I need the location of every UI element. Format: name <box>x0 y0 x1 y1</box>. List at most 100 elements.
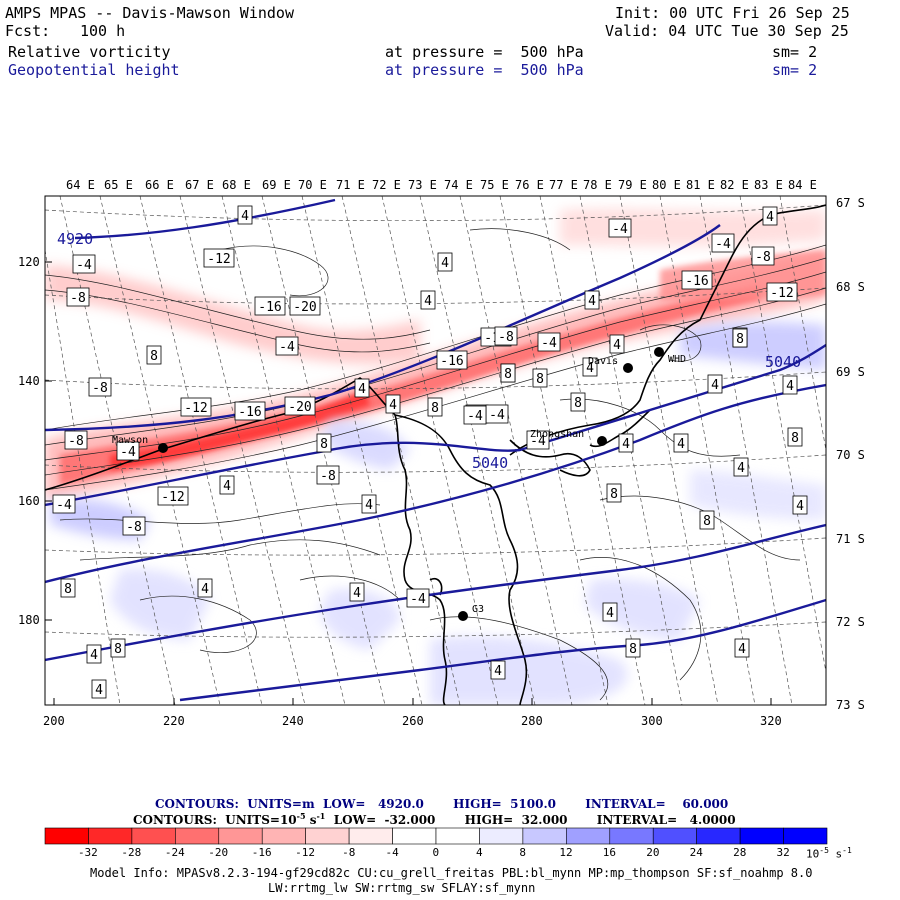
colorbar-unit-exp: -5 <box>819 846 829 855</box>
vorticity-label: 4 <box>389 398 397 413</box>
colorbar-unit-base: 10 <box>806 847 820 861</box>
vorticity-label: 4 <box>424 294 432 309</box>
vorticity-label-box <box>494 326 518 346</box>
lon-label: 68 E <box>222 178 251 192</box>
lat-label: 73 S <box>836 698 865 712</box>
vorticity-label-box <box>782 375 798 395</box>
lat-label: 67 S <box>836 196 865 210</box>
vorticity-label-box <box>361 494 377 514</box>
vorticity-label: -16 <box>685 274 708 289</box>
x-axis-label: 300 <box>641 714 663 728</box>
vorticity-label-box <box>608 218 632 238</box>
lon-label: 72 E <box>372 178 401 192</box>
vorticity-label: -16 <box>440 354 463 369</box>
x-axis-label: 320 <box>760 714 782 728</box>
height-contour-info: CONTOURS: UNITS=m LOW= 4920.0 HIGH= 5100… <box>155 797 729 811</box>
lon-label: 76 E <box>515 178 544 192</box>
station-marker-davis <box>623 363 633 373</box>
vorticity-label-box <box>766 282 798 302</box>
station-label-whd: WHD <box>668 354 686 365</box>
vorticity-label: 4 <box>622 437 630 452</box>
vorticity-label: -8 <box>92 381 108 396</box>
vorticity-label-box <box>66 287 90 307</box>
vorticity-label-box <box>122 516 146 536</box>
vorticity-label: 4 <box>786 379 794 394</box>
vorticity-label-box <box>91 679 107 699</box>
vorticity-label: 8 <box>536 372 544 387</box>
vorticity-label: 8 <box>320 437 328 452</box>
vorticity-label: 4 <box>766 210 774 225</box>
vorticity-label: 4 <box>606 606 614 621</box>
vorticity-label-box <box>490 660 506 680</box>
colorbar-tick-label: -24 <box>164 846 185 859</box>
height-label: 5040 <box>765 353 801 371</box>
vorticity-label-box <box>699 510 715 530</box>
vorticity-label: -4 <box>530 434 546 449</box>
vorticity-label-box <box>64 430 88 450</box>
contour-units: CONTOURS: UNITS=10 <box>133 813 297 827</box>
vorticity-label-box <box>275 336 299 356</box>
vorticity-label: -12 <box>770 286 793 301</box>
vorticity-label-box <box>734 638 750 658</box>
contour-units-exp: -5 <box>296 811 306 821</box>
vorticity-label-box <box>463 405 487 425</box>
vorticity-label: 8 <box>114 642 122 657</box>
vorticity-label-box <box>72 254 96 274</box>
colorbar-tick-label: 12 <box>559 846 573 859</box>
vorticity-label-box <box>537 332 561 352</box>
lon-label: 75 E <box>480 178 509 192</box>
vorticity-label-box <box>582 357 598 377</box>
station-label-davis: Davis <box>588 356 618 367</box>
colorbar-swatch <box>566 827 611 845</box>
vorticity-label-box <box>711 233 735 253</box>
lat-label: 69 S <box>836 365 865 379</box>
vorticity-label: 8 <box>703 514 711 529</box>
contour-units-s: s <box>305 813 317 827</box>
colorbar-swatch <box>696 827 741 845</box>
contour-units-exp2: -1 <box>316 811 326 821</box>
vorticity-label-box <box>526 430 550 450</box>
lon-label: 84 E <box>788 178 817 192</box>
lon-label: 77 E <box>549 178 578 192</box>
colorbar-tick-label: -4 <box>385 846 399 859</box>
vorticity-label-box <box>707 374 723 394</box>
vorticity-label: -12 <box>184 401 207 416</box>
vorticity-label: -8 <box>498 330 514 345</box>
vorticity-label-box <box>316 465 340 485</box>
vorticity-label-box <box>110 638 126 658</box>
colorbar-swatch <box>522 827 567 845</box>
geopotential-height-lines <box>45 198 826 702</box>
vorticity-label-box <box>237 205 253 225</box>
forecast-label: Fcst: <box>5 22 51 40</box>
colorbar-swatch <box>261 827 306 845</box>
lon-label: 80 E <box>652 178 681 192</box>
colorbar-unit: 10-5 s-1 <box>806 846 852 861</box>
colorbar-tick-label: -8 <box>342 846 356 859</box>
station-marker-whd <box>654 347 664 357</box>
vorticity-label: 4 <box>353 586 361 601</box>
colorbar-tick-label: 32 <box>776 846 790 859</box>
colorbar-swatch <box>783 827 828 845</box>
vorticity-label: -4 <box>715 237 731 252</box>
vorticity-label-box <box>406 588 430 608</box>
colorbar-swatch <box>435 827 480 845</box>
lon-label: 82 E <box>720 178 749 192</box>
colorbar-tick-label: -32 <box>77 846 98 859</box>
vorticity-label-box <box>570 392 586 412</box>
vorticity-label-box <box>427 397 443 417</box>
valid-time: Valid: 04 UTC Tue 30 Sep 25 <box>605 22 849 40</box>
colorbar-swatch <box>739 827 784 845</box>
field2-name: Geopotential height <box>8 61 180 79</box>
colorbar-tick-label: 8 <box>519 846 526 859</box>
colorbar-swatch <box>392 827 437 845</box>
init-time: Init: 00 UTC Fri 26 Sep 25 <box>615 4 850 22</box>
vorticity-label-box <box>609 334 625 354</box>
vorticity-label-box <box>146 345 162 365</box>
map-frame <box>44 195 827 706</box>
vorticity-label: -8 <box>755 250 771 265</box>
x-axis-label: 220 <box>163 714 185 728</box>
vorticity-label-box <box>500 363 516 383</box>
vorticity-label: 8 <box>64 582 72 597</box>
lat-label: 68 S <box>836 280 865 294</box>
model-info-line2: LW:rrtmg_lw SW:rrtmg_sw SFLAY:sf_mynn <box>268 881 536 895</box>
